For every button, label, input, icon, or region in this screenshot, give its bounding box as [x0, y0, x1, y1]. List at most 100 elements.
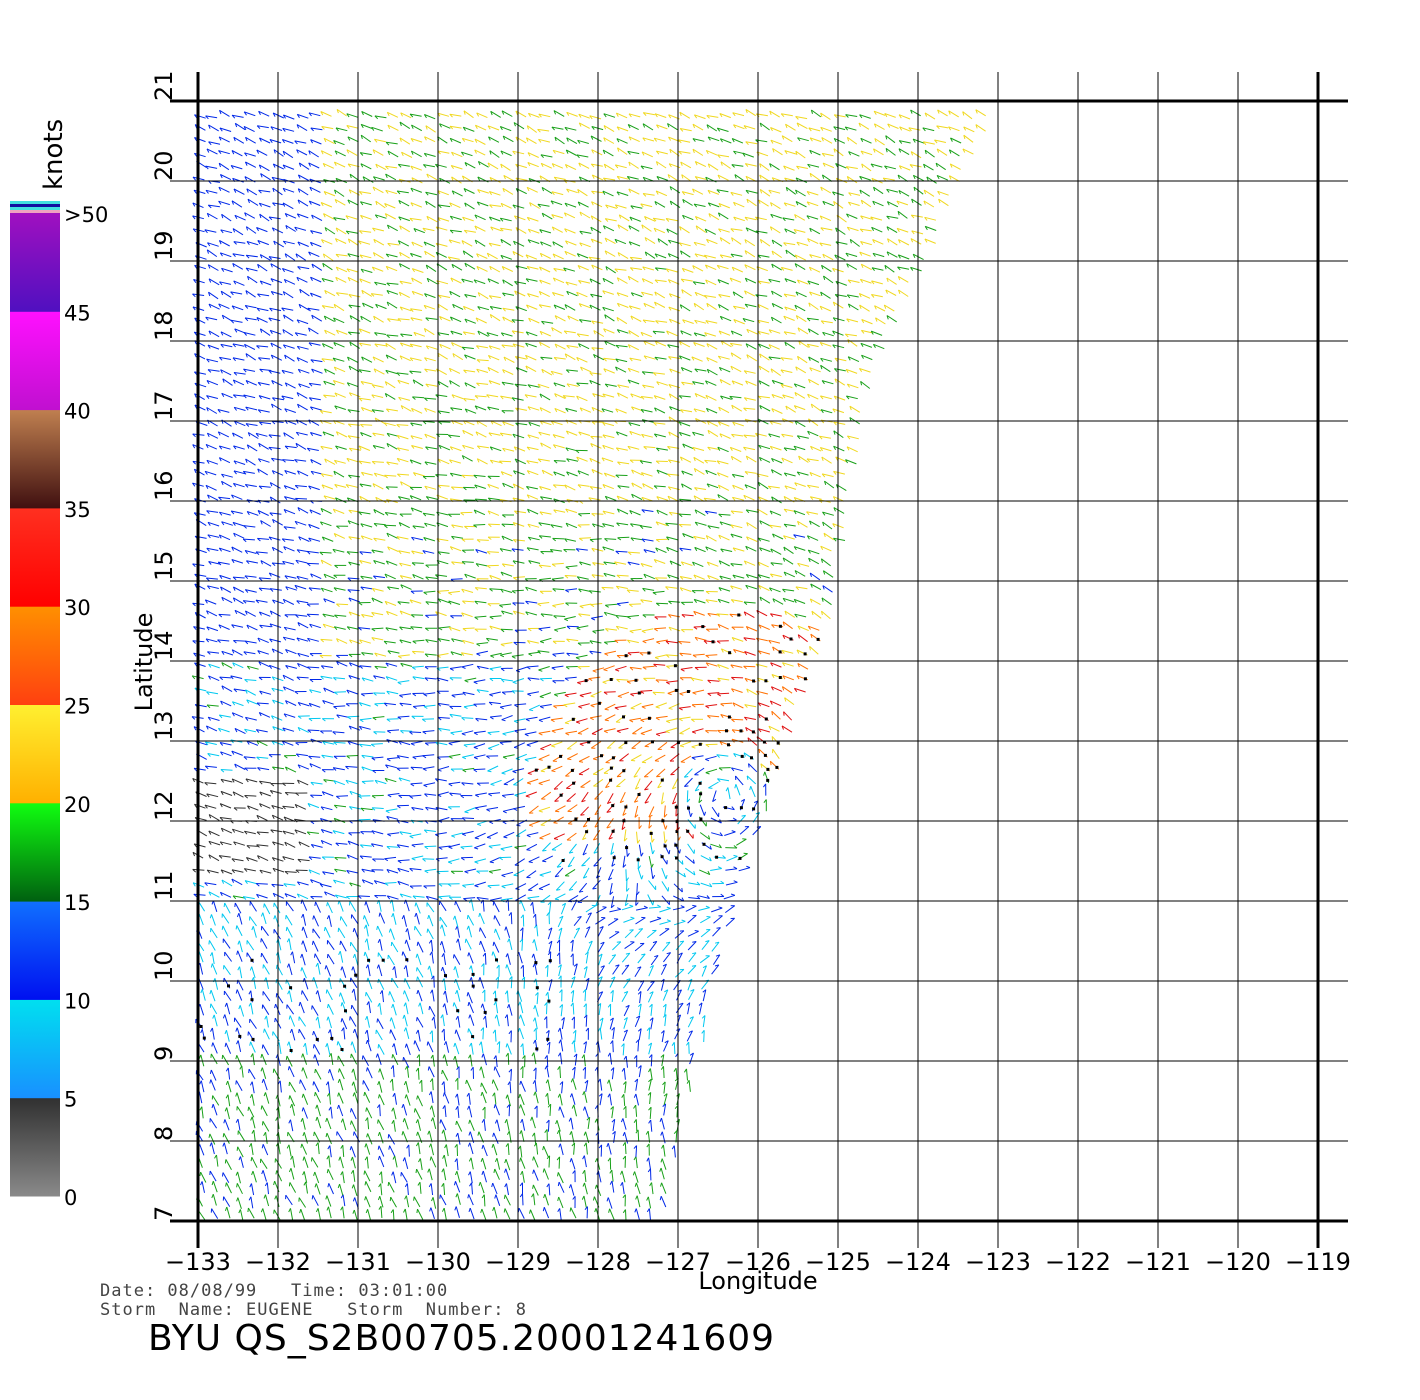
- wind-barb: [572, 1196, 576, 1200]
- wind-barb: [707, 715, 711, 719]
- wind-vector: [438, 638, 450, 642]
- wind-barb: [416, 1054, 420, 1059]
- wind-vector: [436, 653, 449, 657]
- wind-vector: [606, 818, 614, 829]
- wind-barb: [424, 793, 428, 798]
- wind-barb: [236, 979, 239, 984]
- wind-vector: [811, 610, 822, 619]
- wind-vector: [617, 508, 629, 515]
- wind-vector: [710, 843, 722, 849]
- wind-vector: [208, 830, 220, 837]
- wind-vector: [673, 895, 685, 902]
- wind-barb: [582, 1066, 586, 1071]
- wind-barb: [493, 915, 496, 920]
- wind-barb: [222, 1133, 225, 1138]
- wind-barb: [429, 1030, 433, 1035]
- wind-vector: [433, 1016, 436, 1029]
- wind-barb: [338, 1068, 340, 1073]
- wind-barb: [646, 1027, 650, 1032]
- rain-flag: [289, 986, 293, 990]
- wind-barb: [508, 1030, 512, 1035]
- wind-vector: [758, 728, 770, 733]
- wind-barb: [221, 521, 225, 526]
- wind-barb: [546, 1119, 550, 1124]
- wind-vector: [406, 1066, 410, 1078]
- wind-barb: [256, 756, 260, 761]
- wind-barb: [320, 587, 325, 592]
- wind-barb: [488, 845, 493, 849]
- wind-barb: [528, 861, 533, 864]
- wind-barb: [199, 1172, 202, 1177]
- wind-barb: [315, 1116, 318, 1121]
- wind-vector: [616, 585, 628, 589]
- wind-barb: [538, 535, 543, 539]
- wind-barb: [340, 1171, 344, 1176]
- wind-vector: [438, 845, 451, 848]
- wind-barb: [315, 990, 319, 995]
- wind-barb: [594, 1158, 598, 1163]
- wind-barb: [255, 551, 260, 555]
- wind-barb: [360, 807, 365, 812]
- wind-vector: [701, 979, 710, 990]
- wind-vector: [647, 894, 654, 906]
- wind-vector: [251, 1183, 255, 1196]
- wind-barb: [444, 1144, 447, 1149]
- wind-vector: [286, 926, 293, 938]
- wind-barb: [691, 590, 696, 594]
- wind-vector: [391, 899, 395, 912]
- wind-vector: [506, 1183, 509, 1196]
- wind-barb: [385, 627, 389, 632]
- wind-barb: [392, 1155, 396, 1160]
- wind-barb: [622, 1132, 626, 1137]
- wind-barb: [397, 868, 401, 872]
- wind-barb: [569, 1131, 572, 1136]
- wind-barb: [569, 851, 574, 854]
- wind-vector: [220, 803, 232, 809]
- wind-vector: [540, 613, 553, 616]
- wind-vector: [647, 991, 654, 1003]
- wind-vector: [301, 967, 307, 979]
- wind-barb: [501, 772, 506, 775]
- wind-barb: [462, 600, 466, 604]
- wind-barb: [475, 718, 479, 722]
- wind-barb: [221, 879, 225, 884]
- wind-barb: [410, 743, 415, 746]
- wind-barb: [504, 926, 507, 931]
- wind-vector: [359, 702, 371, 707]
- wind-barb: [822, 570, 826, 575]
- wind-barb: [416, 941, 419, 946]
- wind-vector: [707, 561, 719, 567]
- wind-barb: [321, 718, 326, 722]
- wind-barb: [448, 742, 453, 746]
- wind-barb: [494, 1014, 498, 1019]
- wind-vector: [199, 1004, 205, 1016]
- wind-vector: [298, 841, 310, 848]
- wind-barb: [476, 643, 481, 647]
- wind-vector: [328, 915, 332, 927]
- wind-barb: [806, 535, 810, 540]
- wind-barb: [679, 652, 683, 657]
- wind-barb: [616, 655, 621, 659]
- rain-flag: [289, 1049, 293, 1052]
- wind-barb: [386, 816, 390, 820]
- wind-vector: [604, 714, 616, 721]
- wind-vector: [662, 941, 671, 952]
- wind-vector: [662, 989, 669, 1001]
- wind-barb: [282, 830, 286, 835]
- wind-barb: [288, 1095, 291, 1100]
- wind-vector: [770, 548, 782, 555]
- wind-vector: [574, 1053, 578, 1066]
- wind-vector: [297, 622, 309, 629]
- wind-barb: [333, 574, 338, 579]
- wind-vector: [568, 843, 577, 854]
- wind-vector: [477, 539, 489, 541]
- wind-vector: [353, 1131, 360, 1143]
- wind-vector: [506, 990, 509, 1003]
- wind-vector: [821, 610, 831, 620]
- wind-barb: [296, 600, 300, 605]
- wind-vector: [277, 1142, 281, 1155]
- wind-barb: [731, 830, 736, 833]
- wind-barb: [527, 640, 531, 644]
- wind-barb: [315, 962, 319, 967]
- wind-barb: [525, 611, 529, 616]
